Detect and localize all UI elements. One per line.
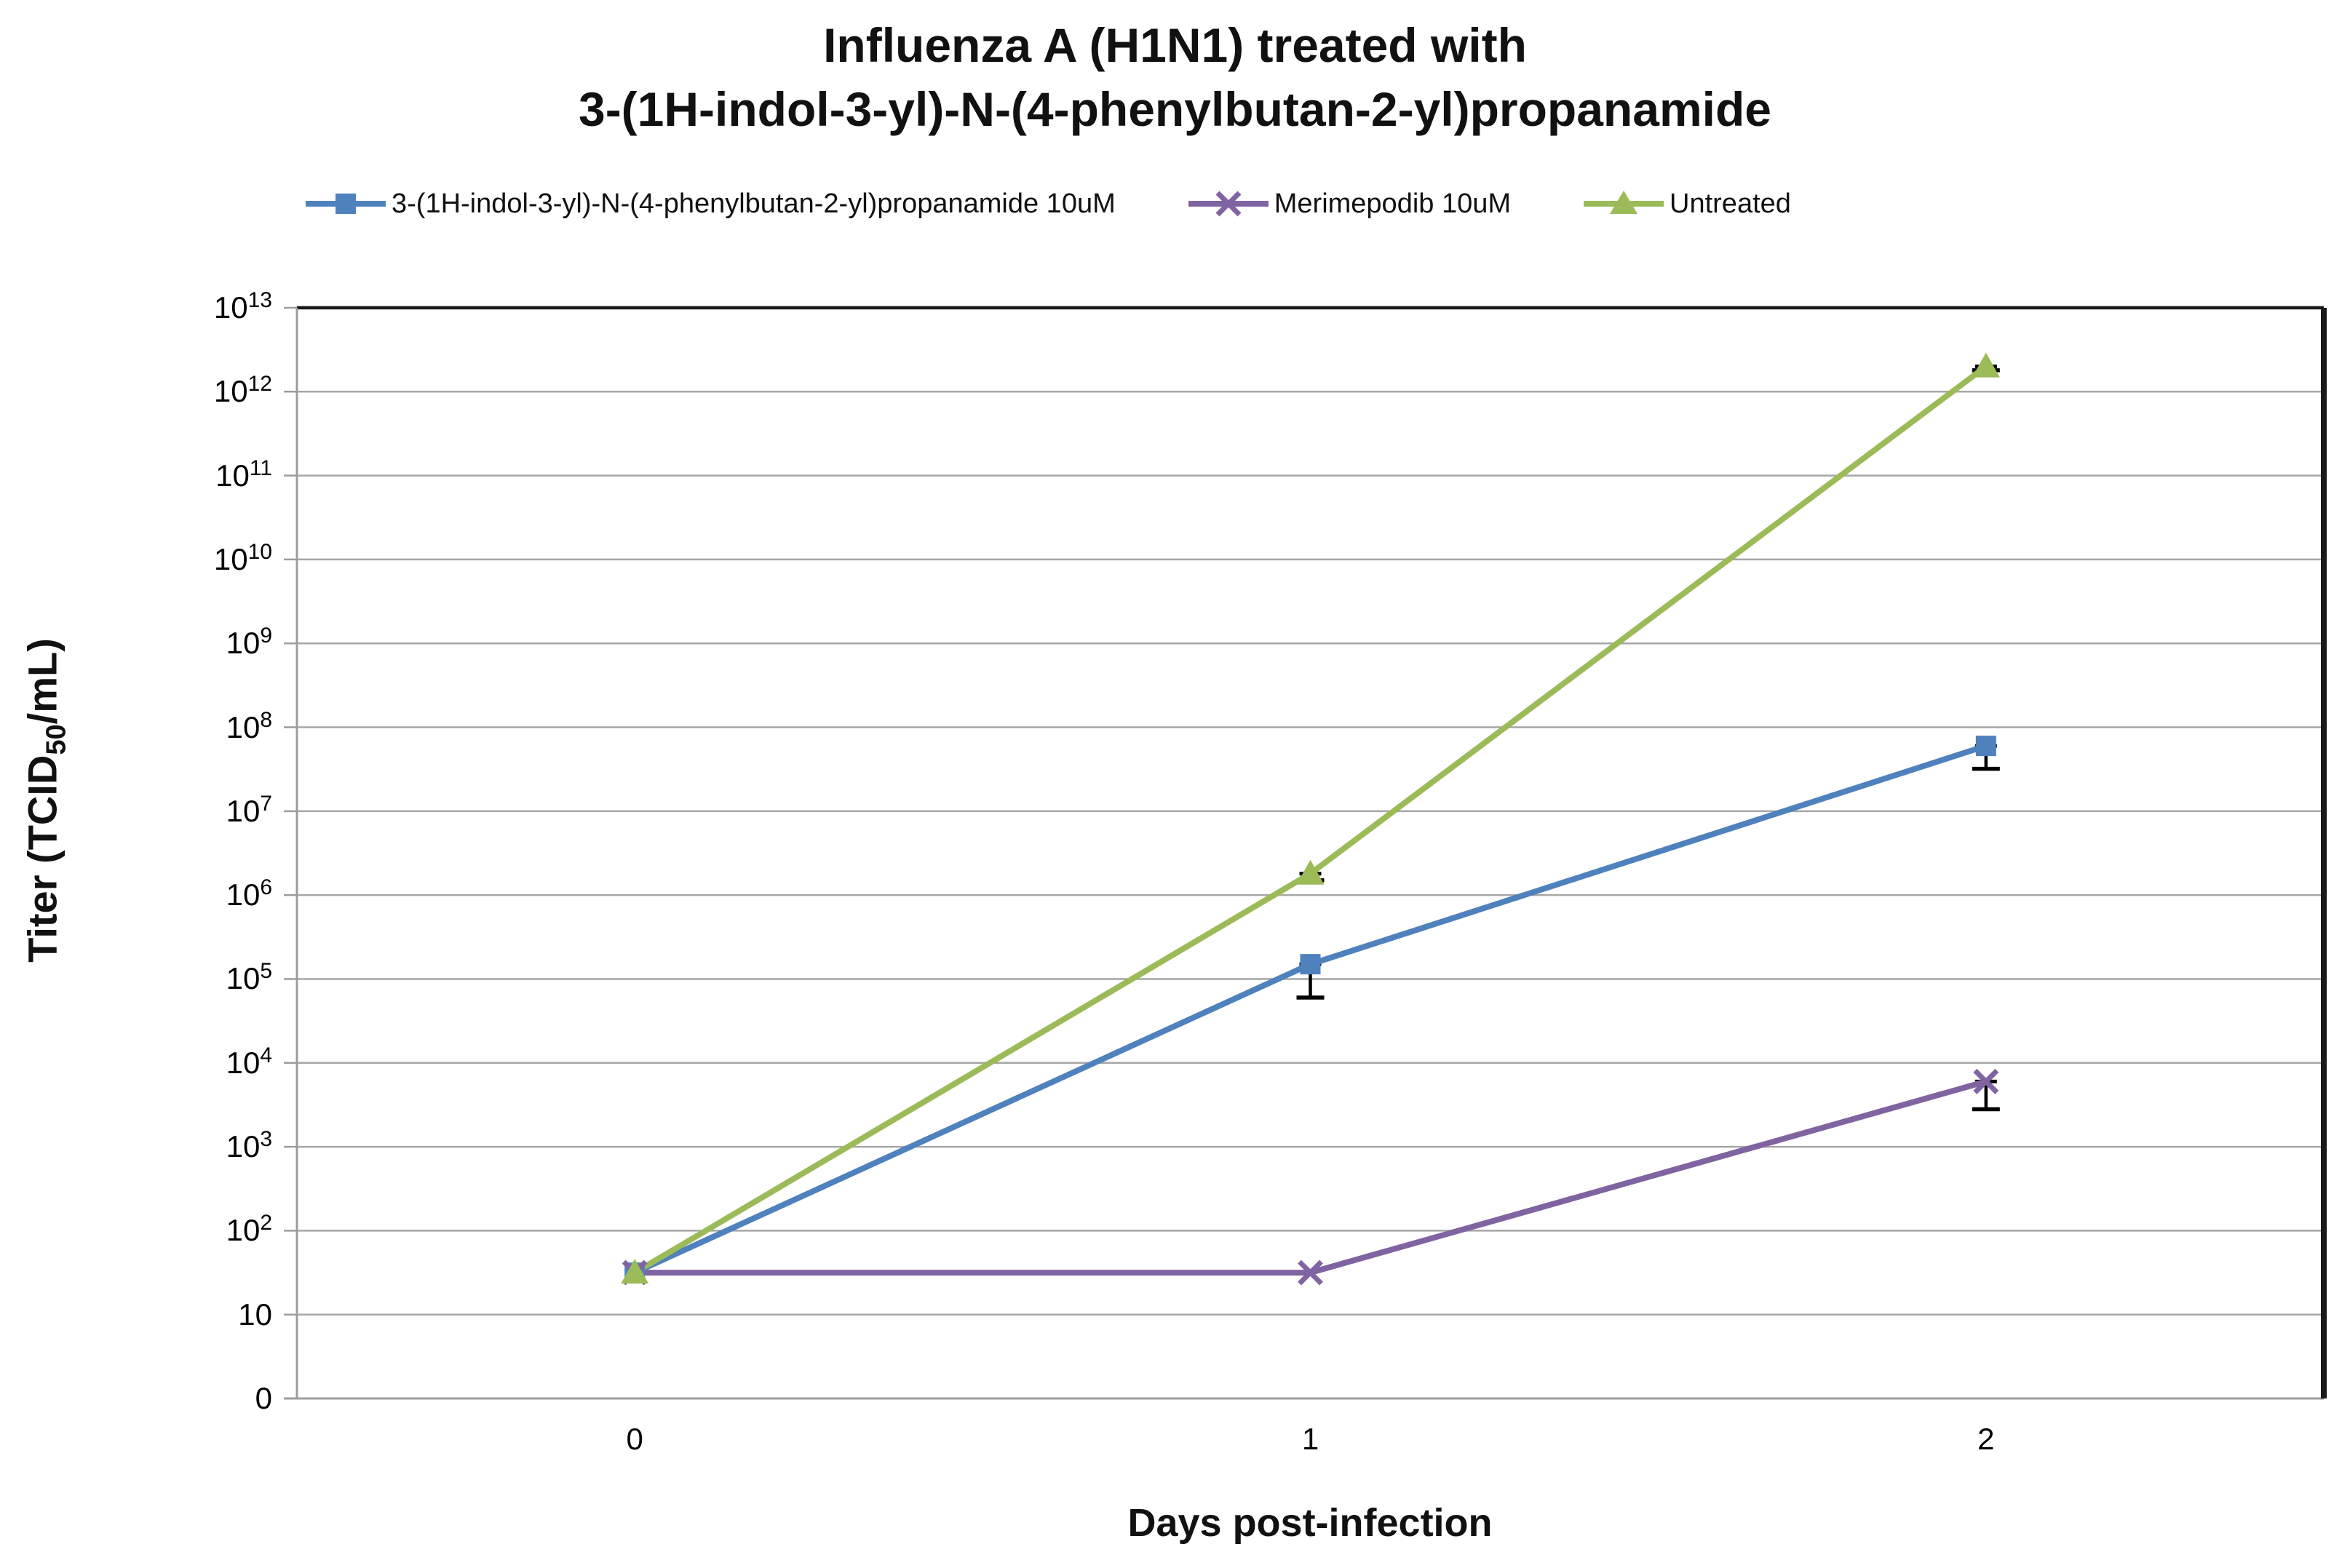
y-tick-label: 1010 bbox=[213, 539, 272, 576]
y-tick-label: 104 bbox=[226, 1043, 272, 1080]
legend: 3-(1H-indol-3-yl)-N-(4-phenylbutan-2-yl)… bbox=[306, 188, 1791, 220]
y-tick-label: 106 bbox=[226, 875, 272, 912]
y-tick-label: 0 bbox=[255, 1381, 272, 1415]
legend-item-label: Untreated bbox=[1670, 188, 1791, 219]
legend-item-label: Merimepodib 10uM bbox=[1274, 188, 1512, 219]
y-tick-label: 105 bbox=[226, 959, 272, 996]
legend-item-untreated: Untreated bbox=[1584, 188, 1791, 220]
square-marker bbox=[1300, 954, 1321, 975]
y-tick-label: 103 bbox=[226, 1127, 272, 1164]
x-marker bbox=[1973, 1068, 1999, 1094]
x-axis-title: Days post-infection bbox=[1127, 1501, 1493, 1545]
y-tick-label: 1013 bbox=[213, 288, 272, 325]
legend-item-merimepodib: Merimepodib 10uM bbox=[1188, 188, 1511, 220]
triangle-marker bbox=[1972, 352, 2000, 378]
y-tick-label: 108 bbox=[226, 707, 272, 744]
y-tick-label: 109 bbox=[226, 624, 272, 661]
y-tick-label: 10 bbox=[238, 1297, 272, 1332]
legend-square-marker-icon bbox=[306, 194, 386, 214]
triangle-marker bbox=[1296, 859, 1325, 885]
chart-title-line-2: 3-(1H-indol-3-yl)-N-(4-phenylbutan-2-yl)… bbox=[578, 82, 1771, 136]
series-line bbox=[633, 743, 1988, 1276]
x-marker bbox=[1298, 1259, 1323, 1286]
square-marker bbox=[1975, 736, 1996, 757]
chart-title: Influenza A (H1N1) treated with 3-(1H-in… bbox=[0, 13, 2350, 141]
triangle-marker bbox=[621, 1259, 649, 1284]
y-tick-label: 1011 bbox=[215, 455, 272, 493]
y-tick-label: 107 bbox=[226, 791, 272, 828]
chart-title-line-1: Influenza A (H1N1) treated with bbox=[823, 18, 1527, 72]
legend-triangle-marker-icon bbox=[1584, 191, 1664, 214]
legend-x-marker-icon bbox=[1188, 191, 1269, 217]
y-tick-label: 1012 bbox=[213, 372, 272, 409]
y-axis-title: Titer (TCID50/mL) bbox=[19, 638, 72, 963]
legend-item-label: 3-(1H-indol-3-yl)-N-(4-phenylbutan-2-yl)… bbox=[392, 188, 1116, 219]
y-tick-label: 102 bbox=[226, 1211, 272, 1248]
legend-item-propanamide: 3-(1H-indol-3-yl)-N-(4-phenylbutan-2-yl)… bbox=[306, 188, 1116, 220]
x-tick-label: 2 bbox=[1977, 1422, 1995, 1456]
x-tick-label: 1 bbox=[1301, 1422, 1319, 1456]
x-tick-label: 0 bbox=[626, 1422, 643, 1456]
